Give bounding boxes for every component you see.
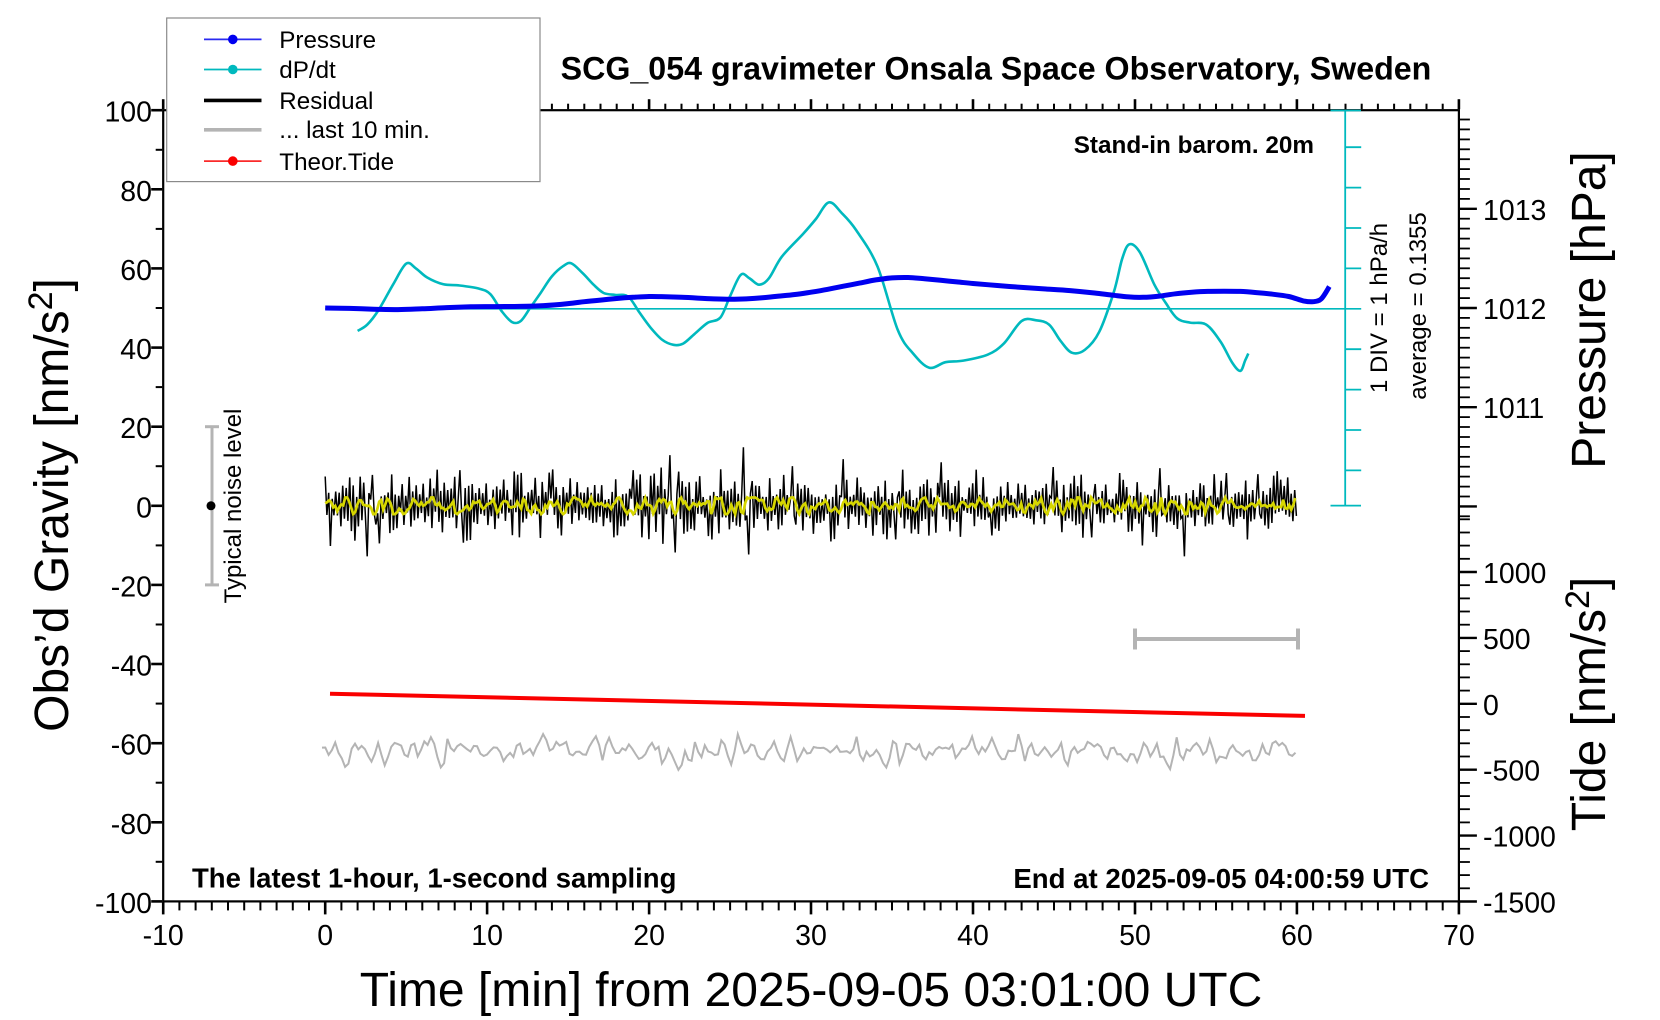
svg-text:Pressure: Pressure [279, 27, 376, 54]
svg-text:0: 0 [317, 920, 333, 952]
svg-text:average = 0.1355: average = 0.1355 [1405, 212, 1432, 400]
svg-text:0: 0 [136, 492, 152, 524]
svg-text:0: 0 [1483, 690, 1499, 722]
svg-text:... last 10 min.: ... last 10 min. [279, 117, 430, 144]
svg-text:Obs’d Gravity [nm/s2]: Obs’d Gravity [nm/s2] [22, 278, 79, 732]
svg-text:80: 80 [120, 176, 152, 208]
svg-text:20: 20 [633, 920, 665, 952]
svg-text:-80: -80 [111, 809, 152, 841]
svg-text:dP/dt: dP/dt [279, 57, 336, 84]
svg-text:The latest 1-hour, 1-second sa: The latest 1-hour, 1-second sampling [192, 863, 676, 894]
svg-text:100: 100 [104, 97, 152, 129]
svg-text:-20: -20 [111, 571, 152, 603]
svg-text:Typical noise level: Typical noise level [220, 409, 247, 604]
svg-text:Pressure [hPa]: Pressure [hPa] [1563, 151, 1616, 468]
svg-text:-1500: -1500 [1483, 888, 1556, 920]
svg-text:Theor.Tide: Theor.Tide [279, 149, 394, 176]
svg-text:Residual: Residual [279, 88, 373, 115]
svg-text:40: 40 [957, 920, 989, 952]
svg-text:500: 500 [1483, 624, 1531, 656]
svg-text:1012: 1012 [1483, 294, 1546, 326]
svg-text:1000: 1000 [1483, 558, 1546, 590]
svg-text:1 DIV = 1 hPa/h: 1 DIV = 1 hPa/h [1366, 223, 1393, 393]
svg-text:30: 30 [795, 920, 827, 952]
svg-text:Time [min] from 2025-09-05 03:: Time [min] from 2025-09-05 03:01:00 UTC [360, 964, 1263, 1017]
svg-text:-40: -40 [111, 651, 152, 683]
svg-text:End at 2025-09-05 04:00:59 UTC: End at 2025-09-05 04:00:59 UTC [1013, 863, 1429, 894]
svg-text:20: 20 [120, 413, 152, 445]
svg-text:Stand-in barom. 20m: Stand-in barom. 20m [1074, 132, 1314, 159]
svg-text:70: 70 [1443, 920, 1475, 952]
svg-text:50: 50 [1119, 920, 1151, 952]
svg-text:-100: -100 [95, 888, 152, 920]
svg-text:-10: -10 [143, 920, 184, 952]
svg-text:60: 60 [1281, 920, 1313, 952]
svg-text:-1000: -1000 [1483, 822, 1556, 854]
svg-text:40: 40 [120, 334, 152, 366]
svg-text:60: 60 [120, 255, 152, 287]
svg-text:10: 10 [471, 920, 503, 952]
svg-text:-60: -60 [111, 730, 152, 762]
svg-text:SCG_054 gravimeter Onsala Spac: SCG_054 gravimeter Onsala Space Observat… [561, 51, 1432, 87]
svg-text:Tide [nm/s2]: Tide [nm/s2] [1559, 577, 1616, 832]
svg-text:1013: 1013 [1483, 195, 1546, 227]
svg-text:1011: 1011 [1483, 393, 1544, 425]
svg-text:-500: -500 [1483, 756, 1540, 788]
